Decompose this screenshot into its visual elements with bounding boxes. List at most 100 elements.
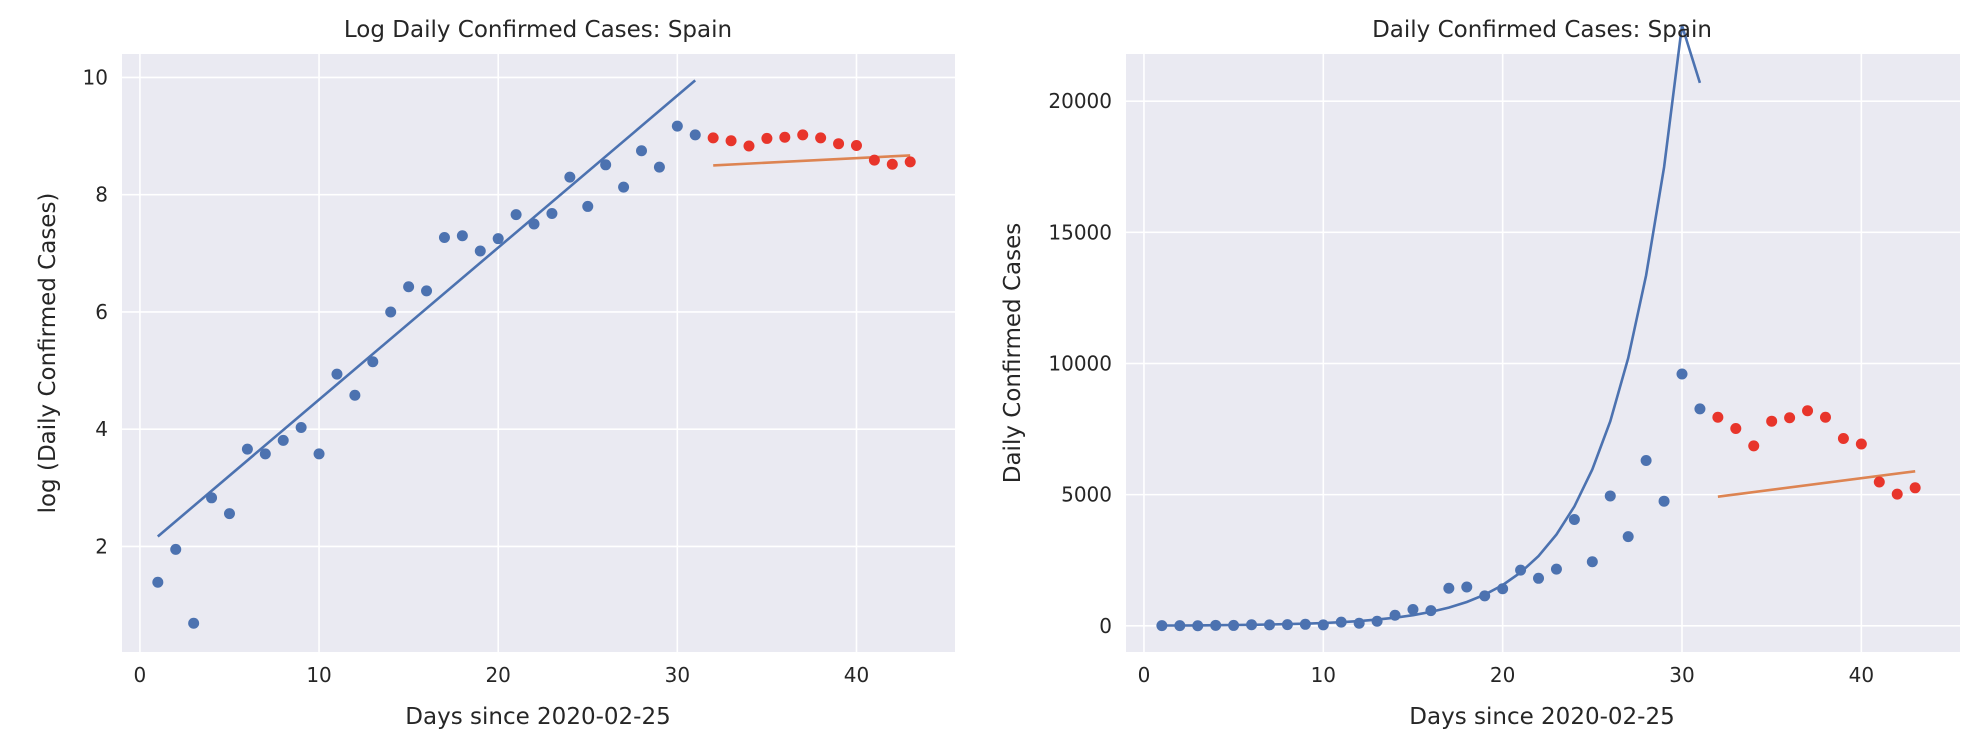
data-point bbox=[1515, 564, 1527, 576]
y-tick-label: 4 bbox=[95, 417, 108, 441]
plot-area bbox=[122, 54, 955, 652]
data-point bbox=[1335, 616, 1347, 628]
data-point bbox=[1533, 572, 1545, 584]
data-point bbox=[1371, 615, 1383, 627]
data-point bbox=[1497, 583, 1509, 595]
data-point bbox=[1425, 605, 1437, 617]
y-tick-label: 10000 bbox=[1048, 351, 1112, 375]
data-point bbox=[653, 161, 665, 173]
data-point bbox=[1210, 619, 1222, 631]
data-point bbox=[1550, 563, 1562, 575]
y-tick-label: 8 bbox=[95, 183, 108, 207]
data-point bbox=[618, 181, 630, 193]
data-point bbox=[1174, 620, 1186, 632]
data-point bbox=[1246, 619, 1258, 631]
y-axis-label: log (Daily Confirmed Cases) bbox=[35, 193, 61, 514]
data-point bbox=[1837, 433, 1849, 445]
y-tick-label: 0 bbox=[1099, 614, 1112, 638]
data-point bbox=[492, 233, 504, 245]
data-point bbox=[456, 230, 468, 242]
data-point bbox=[152, 576, 164, 588]
data-point bbox=[1622, 531, 1634, 543]
data-point bbox=[582, 200, 594, 212]
data-point bbox=[833, 138, 845, 150]
data-point bbox=[259, 448, 271, 460]
data-point bbox=[868, 154, 880, 166]
data-point bbox=[1443, 582, 1455, 594]
plot-area bbox=[1126, 54, 1960, 652]
log-cases-chart: 0 10 20 30 40 2 4 6 8 10 Log Daily Confirmed Case… bbox=[35, 17, 955, 730]
y-tick-label: 10 bbox=[83, 65, 108, 89]
x-tick-label: 0 bbox=[1138, 663, 1151, 687]
data-point bbox=[1568, 514, 1580, 526]
data-point bbox=[1192, 620, 1204, 632]
data-point bbox=[1263, 619, 1275, 631]
data-point bbox=[170, 543, 182, 555]
data-point bbox=[1676, 368, 1688, 380]
data-point bbox=[188, 617, 200, 629]
data-point bbox=[1891, 488, 1903, 500]
data-point bbox=[1156, 620, 1168, 632]
data-point bbox=[1873, 476, 1885, 488]
x-tick-label: 20 bbox=[1490, 663, 1515, 687]
data-point bbox=[1586, 556, 1598, 568]
data-point bbox=[1479, 590, 1491, 602]
data-point bbox=[1407, 604, 1419, 616]
data-point bbox=[474, 245, 486, 257]
data-point bbox=[206, 492, 218, 504]
data-point bbox=[1281, 619, 1293, 631]
chart-title: Daily Confirmed Cases: Spain bbox=[1372, 17, 1712, 43]
data-point bbox=[528, 218, 540, 230]
data-point bbox=[600, 159, 612, 171]
data-point bbox=[564, 171, 576, 183]
data-point bbox=[223, 508, 235, 520]
data-point bbox=[1802, 405, 1814, 417]
data-point bbox=[1389, 609, 1401, 621]
data-point bbox=[707, 132, 719, 144]
data-point bbox=[331, 368, 343, 380]
x-axis-label: Days since 2020-02-25 bbox=[405, 704, 670, 730]
data-point bbox=[403, 281, 415, 293]
data-point bbox=[1317, 619, 1329, 631]
fit-line bbox=[1717, 470, 1916, 498]
data-point bbox=[779, 131, 791, 143]
data-point bbox=[689, 129, 701, 141]
data-point bbox=[636, 145, 648, 157]
x-axis-label: Days since 2020-02-25 bbox=[1409, 704, 1674, 730]
y-tick-label: 5000 bbox=[1061, 483, 1112, 507]
data-point bbox=[1730, 423, 1742, 435]
x-tick-label: 0 bbox=[134, 663, 147, 687]
data-point bbox=[1299, 618, 1311, 630]
data-point bbox=[1784, 412, 1796, 424]
y-tick-label: 20000 bbox=[1048, 89, 1112, 113]
data-point bbox=[1855, 438, 1867, 450]
data-point bbox=[1353, 617, 1365, 629]
data-point bbox=[1658, 495, 1670, 507]
data-point bbox=[1819, 411, 1831, 423]
data-point bbox=[1909, 482, 1921, 494]
fit-line bbox=[156, 79, 697, 538]
y-axis-label: Daily Confirmed Cases bbox=[1000, 223, 1026, 484]
data-point bbox=[1712, 411, 1724, 423]
x-tick-label: 40 bbox=[1849, 663, 1874, 687]
y-tick-label: 15000 bbox=[1048, 220, 1112, 244]
data-point bbox=[546, 207, 558, 219]
x-tick-label: 30 bbox=[1669, 663, 1694, 687]
data-point bbox=[1640, 455, 1652, 467]
data-point bbox=[241, 443, 253, 455]
data-point bbox=[850, 139, 862, 151]
data-point bbox=[797, 129, 809, 141]
data-point bbox=[1604, 490, 1616, 502]
y-tick-label: 6 bbox=[95, 300, 108, 324]
y-tick-label: 2 bbox=[95, 534, 108, 558]
data-point bbox=[1228, 619, 1240, 631]
x-tick-label: 40 bbox=[844, 663, 869, 687]
data-point bbox=[743, 140, 755, 152]
x-tick-label: 10 bbox=[306, 663, 331, 687]
data-point bbox=[313, 448, 325, 460]
data-point bbox=[295, 421, 307, 433]
data-point bbox=[904, 156, 916, 168]
x-tick-label: 20 bbox=[485, 663, 510, 687]
data-point bbox=[438, 232, 450, 244]
